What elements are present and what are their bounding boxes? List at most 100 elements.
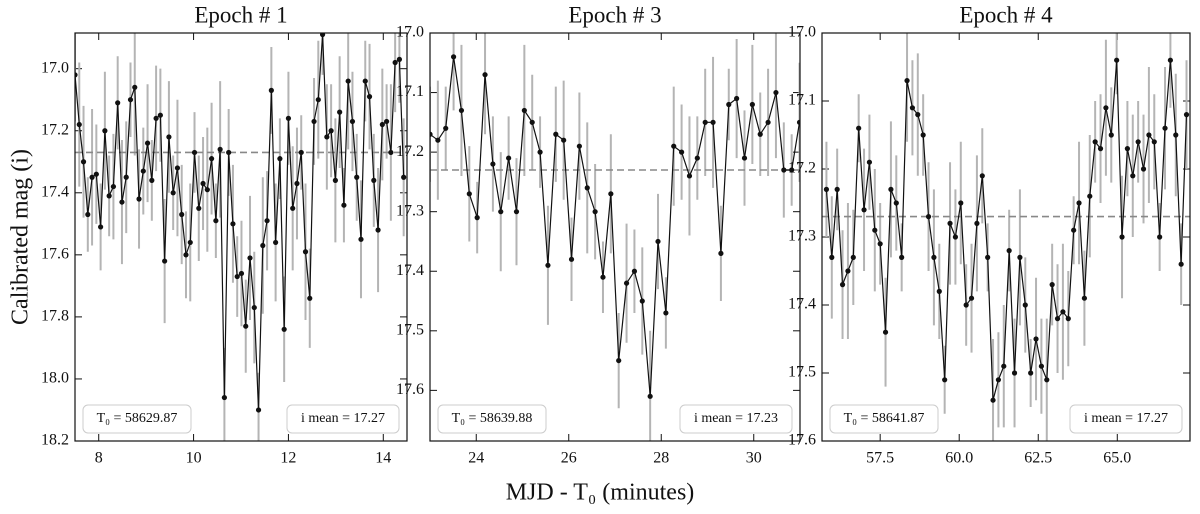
data-point — [474, 215, 480, 221]
data-point — [686, 173, 693, 179]
data-point — [850, 254, 856, 260]
y-tick-label: 17.2 — [788, 160, 816, 177]
data-point — [920, 132, 926, 138]
data-point — [1103, 105, 1109, 111]
data-point — [435, 137, 441, 143]
data-point — [136, 196, 142, 202]
annotation-box — [286, 404, 400, 434]
annotation: i mean = 17.23 — [694, 411, 778, 426]
data-point — [623, 280, 630, 286]
data-point — [1054, 316, 1061, 322]
data-point — [1087, 193, 1093, 199]
data-point — [345, 78, 351, 84]
data-point — [861, 207, 867, 213]
data-point — [458, 107, 465, 114]
data-point — [1178, 261, 1184, 267]
data-point — [985, 254, 991, 260]
data-point — [187, 239, 193, 246]
data-point — [115, 100, 121, 106]
light-curve — [75, 34, 405, 411]
data-point — [1162, 125, 1168, 131]
data-point — [392, 59, 398, 66]
data-point — [1033, 336, 1039, 342]
annotation-box — [829, 404, 939, 434]
data-point — [349, 118, 356, 125]
data-point — [529, 119, 535, 125]
data-point — [298, 149, 304, 156]
data-point — [230, 221, 236, 227]
data-point — [655, 238, 661, 245]
data-point — [1049, 282, 1055, 288]
data-point — [80, 159, 87, 165]
x-tick-label: 62.5 — [1024, 450, 1052, 467]
data-point — [882, 329, 889, 335]
data-point — [226, 149, 232, 156]
data-point — [899, 254, 905, 260]
data-point — [856, 125, 862, 131]
data-point — [358, 236, 364, 242]
plot-frame — [821, 32, 1191, 442]
data-point — [1038, 363, 1045, 369]
data-point — [482, 72, 488, 78]
data-point — [592, 209, 598, 215]
y-tick-label: 17.5 — [788, 364, 816, 381]
data-point — [384, 118, 390, 125]
y-tick-label: 17.8 — [41, 308, 69, 325]
data-point — [1140, 166, 1147, 172]
data-point — [157, 112, 163, 118]
data-point — [76, 121, 82, 128]
annotation: T₀ = 58641.87 — [844, 411, 925, 426]
plot-frame — [429, 32, 801, 442]
data-point — [183, 252, 189, 258]
data-point — [694, 155, 700, 161]
panel-title: Epoch # 1 — [194, 2, 287, 27]
data-point — [366, 94, 373, 100]
data-point — [513, 209, 520, 215]
data-point — [1135, 139, 1141, 145]
data-point — [174, 165, 181, 171]
data-point — [1044, 377, 1050, 383]
data-point — [952, 234, 959, 240]
data-point — [234, 273, 240, 280]
data-point — [1065, 316, 1071, 322]
y-tick-label: 17.2 — [41, 121, 69, 138]
data-point — [1001, 363, 1007, 369]
data-point — [273, 239, 279, 246]
data-point — [781, 167, 787, 173]
data-point — [877, 241, 883, 247]
data-point — [430, 131, 433, 137]
data-point — [947, 220, 953, 226]
data-point — [616, 357, 622, 364]
data-point — [379, 121, 385, 128]
plot-frame — [74, 32, 408, 442]
data-point — [506, 155, 512, 161]
data-point — [264, 218, 270, 224]
data-point — [1097, 146, 1104, 152]
data-point — [102, 128, 108, 134]
data-point — [931, 254, 937, 260]
data-point — [93, 171, 99, 177]
data-point — [490, 161, 496, 167]
data-point — [196, 205, 202, 211]
data-point — [221, 394, 227, 401]
data-point — [974, 220, 980, 226]
data-point — [498, 209, 504, 215]
data-point — [127, 97, 134, 103]
data-point — [281, 326, 287, 332]
annotation: i mean = 17.27 — [301, 411, 385, 426]
data-point — [204, 187, 210, 193]
x-tick-label: 24 — [468, 450, 484, 467]
data-point — [829, 254, 835, 260]
data-point — [247, 255, 253, 261]
data-point — [123, 174, 129, 180]
data-point — [584, 185, 590, 191]
light-curve — [430, 56, 800, 397]
data-point — [845, 268, 851, 274]
data-point — [1119, 234, 1125, 240]
data-point — [1114, 57, 1120, 63]
data-point — [251, 304, 257, 311]
y-tick-label: 17.0 — [788, 24, 816, 41]
data-point — [537, 149, 543, 155]
data-point — [1071, 227, 1077, 233]
data-point — [990, 397, 996, 403]
